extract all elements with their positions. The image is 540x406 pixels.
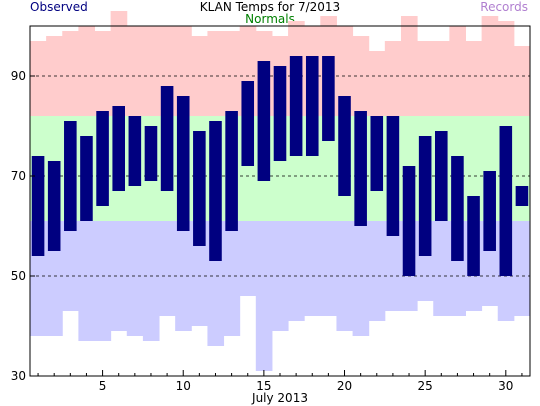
record-low-band (433, 221, 450, 316)
record-high-band (433, 41, 450, 116)
observed-bar (289, 56, 303, 156)
record-high-band (465, 41, 483, 116)
observed-bar (273, 66, 287, 161)
record-high-band (126, 26, 144, 116)
axis-ticks: 30 50 70 90 5 10 15 20 25 30 (11, 69, 523, 393)
record-low-band (288, 221, 305, 321)
observed-bar (144, 126, 158, 181)
record-low-band (513, 221, 531, 316)
record-high-band (30, 41, 47, 116)
observed-bar (451, 156, 464, 261)
observed-bars (31, 56, 529, 276)
legend-normals: Normals (245, 12, 295, 26)
observed-bar (225, 111, 238, 231)
record-high-band (336, 26, 354, 116)
record-high-band (223, 31, 241, 116)
record-high-band (368, 51, 386, 116)
x-tick-label: 15 (256, 379, 271, 393)
observed-bar (435, 131, 448, 221)
observed-bar (96, 111, 109, 206)
x-tick-label: 25 (418, 379, 433, 393)
x-tick-label: 10 (176, 379, 191, 393)
record-high-band (142, 26, 160, 116)
record-low-band (304, 221, 321, 316)
record-low-band (78, 221, 96, 341)
observed-bar (47, 161, 61, 251)
record-low-band (239, 221, 257, 296)
record-low-band (142, 221, 160, 341)
observed-bar (499, 126, 513, 276)
observed-bar (193, 131, 206, 246)
observed-bar (418, 136, 432, 256)
record-low-band (271, 221, 289, 331)
record-high-band (384, 41, 402, 116)
observed-bar (467, 196, 480, 276)
record-high-band (110, 11, 128, 116)
record-high-band (417, 41, 434, 116)
record-low-band (255, 221, 273, 371)
observed-bar (322, 56, 335, 141)
observed-bar (112, 106, 125, 191)
y-tick-label: 90 (11, 69, 26, 83)
record-low-band (320, 221, 337, 316)
y-tick-label: 70 (11, 169, 26, 183)
record-low-band (368, 221, 386, 321)
chart-title: KLAN Temps for 7/2013 (199, 0, 341, 14)
record-high-band (175, 26, 192, 116)
observed-bar (305, 56, 319, 156)
x-tick-label: 20 (337, 379, 352, 393)
record-low-band (352, 221, 370, 336)
record-high-band (94, 31, 112, 116)
observed-bar (80, 136, 93, 221)
observed-bar (64, 121, 77, 231)
observed-bar (209, 121, 222, 261)
record-high-band (449, 26, 466, 116)
record-low-band (175, 221, 192, 331)
normal-band (320, 116, 337, 221)
normal-band (465, 116, 483, 221)
record-low-band (191, 221, 208, 326)
record-high-band (78, 26, 96, 116)
record-high-band (62, 31, 79, 116)
observed-bar (483, 171, 496, 251)
y-tick-label: 30 (11, 369, 26, 383)
record-low-band (126, 221, 144, 336)
record-low-band (110, 221, 128, 331)
record-high-band (481, 16, 499, 116)
observed-bar (257, 61, 271, 181)
record-high-band (207, 31, 225, 116)
observed-bar (31, 156, 45, 256)
record-high-band (497, 21, 515, 116)
record-high-band (513, 46, 531, 116)
record-low-band (384, 221, 402, 311)
observed-bar (386, 116, 400, 236)
x-tick-label: 30 (498, 379, 513, 393)
record-low-band (62, 221, 79, 311)
legend-records: Records (480, 0, 528, 14)
x-axis-label: July 2013 (251, 391, 308, 405)
record-low-band (223, 221, 241, 336)
observed-bar (128, 116, 142, 186)
observed-bar (370, 116, 384, 191)
record-low-band (159, 221, 176, 316)
observed-bar (160, 86, 174, 191)
record-high-band (400, 16, 418, 116)
observed-bar (338, 96, 351, 196)
observed-bar (402, 166, 416, 276)
observed-bar (241, 81, 255, 166)
x-tick-label: 5 (99, 379, 107, 393)
legend-observed: Observed (30, 0, 88, 14)
observed-bar (176, 96, 190, 231)
y-tick-label: 50 (11, 269, 26, 283)
observed-bar (515, 186, 529, 206)
record-low-band (94, 221, 112, 341)
observed-bar (354, 111, 367, 226)
